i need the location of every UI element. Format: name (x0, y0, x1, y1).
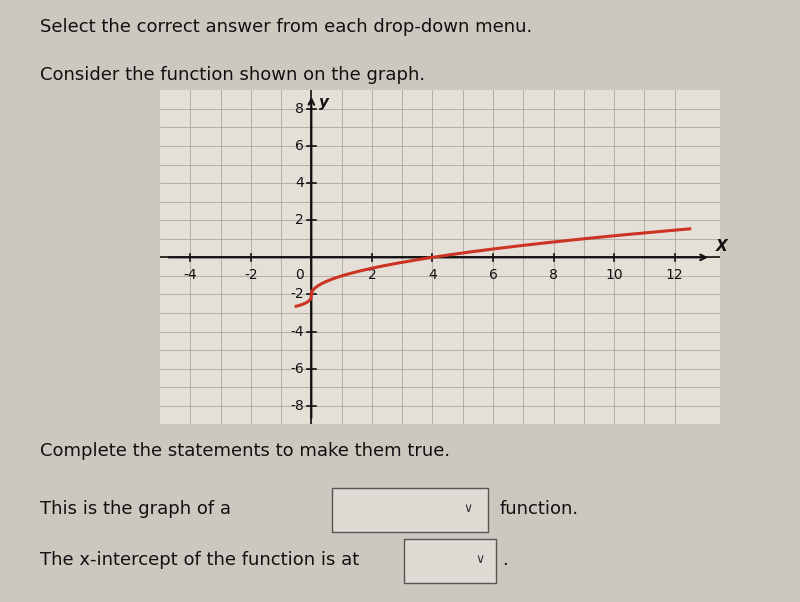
Text: 4: 4 (428, 267, 437, 282)
Text: y: y (319, 95, 329, 110)
Text: -4: -4 (183, 267, 197, 282)
Text: -6: -6 (290, 362, 304, 376)
Text: ∨: ∨ (463, 502, 473, 515)
Text: -4: -4 (290, 324, 304, 338)
Text: 6: 6 (489, 267, 498, 282)
Text: ∨: ∨ (475, 553, 485, 566)
Text: Consider the function shown on the graph.: Consider the function shown on the graph… (40, 66, 425, 84)
Text: 6: 6 (295, 139, 304, 153)
Text: 12: 12 (666, 267, 683, 282)
Text: -2: -2 (244, 267, 258, 282)
Text: 4: 4 (295, 176, 304, 190)
Text: Complete the statements to make them true.: Complete the statements to make them tru… (40, 442, 450, 461)
Text: 8: 8 (295, 102, 304, 116)
Text: 8: 8 (549, 267, 558, 282)
Text: 2: 2 (367, 267, 376, 282)
Text: 10: 10 (606, 267, 623, 282)
Text: 0: 0 (295, 267, 304, 282)
Text: .: . (502, 551, 508, 569)
Text: This is the graph of a: This is the graph of a (40, 500, 231, 518)
Text: Select the correct answer from each drop-down menu.: Select the correct answer from each drop… (40, 18, 532, 36)
Text: X: X (715, 238, 727, 253)
Text: function.: function. (500, 500, 579, 518)
Text: -8: -8 (290, 399, 304, 413)
Text: The x-intercept of the function is at: The x-intercept of the function is at (40, 551, 359, 569)
Text: -2: -2 (290, 288, 304, 302)
Text: 2: 2 (295, 213, 304, 227)
